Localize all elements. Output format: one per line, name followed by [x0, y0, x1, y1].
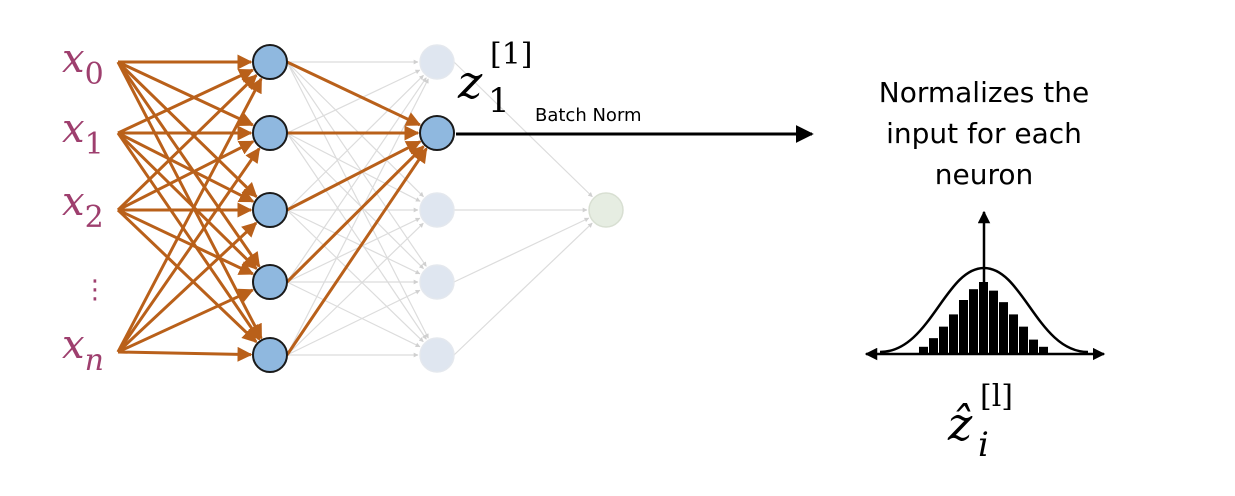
faded-edge [286, 69, 421, 134]
output-label-zhat: ẑ[l] i [947, 379, 1013, 465]
faded-edge [453, 222, 593, 356]
active-edge [116, 132, 261, 341]
histogram-bar [959, 300, 968, 354]
faded-edge [286, 209, 424, 343]
active-edge [117, 208, 255, 276]
hidden1-node [252, 192, 288, 228]
active-edge [117, 288, 255, 354]
faded-edge [286, 217, 421, 283]
histogram-bar [949, 314, 958, 354]
active-edges [116, 54, 428, 362]
input-label-x2: x2 [62, 179, 104, 235]
active-edge [117, 60, 255, 127]
histogram-bar [929, 338, 938, 354]
active-edge [116, 60, 258, 198]
batch-norm-label: Batch Norm [535, 105, 642, 126]
histogram-bar [1029, 339, 1038, 354]
input-ellipsis: ⋮ [82, 275, 108, 305]
faded-edge [286, 74, 424, 211]
input-labels: x0 x1 x2 ⋮ xn [62, 36, 108, 378]
active-edge [116, 208, 258, 343]
highlighted-neuron [419, 115, 455, 151]
faded-edge [286, 132, 427, 340]
input-label-x0: x0 [62, 36, 104, 92]
histogram-bar [939, 326, 948, 354]
description-text: Normalizes the input for each neuron [879, 76, 1089, 191]
hidden1-node [252, 337, 288, 373]
faded-edge [286, 289, 421, 356]
active-edge [117, 140, 255, 212]
network-nodes [252, 44, 624, 373]
neuron-label-z1: z[1] 1 [457, 37, 533, 121]
histogram-bar [999, 302, 1008, 354]
hidden1-node [252, 44, 288, 80]
description-line-1: Normalizes the [879, 76, 1089, 109]
active-edge [116, 74, 258, 212]
histogram-bar [969, 289, 978, 354]
active-edge [116, 77, 263, 353]
input-label-xn: xn [62, 322, 104, 378]
active-edge [286, 60, 422, 127]
description-line-3: neuron [935, 158, 1034, 191]
faded-edge [453, 217, 590, 283]
faded-edge [286, 61, 424, 198]
active-edge [117, 346, 253, 362]
faded-edge [286, 77, 427, 283]
active-edge [116, 221, 258, 354]
active-edge [116, 61, 261, 268]
faded-node [419, 337, 455, 373]
active-edge [286, 140, 422, 212]
active-edge [116, 147, 261, 353]
faded-edges [286, 59, 593, 358]
active-edge [285, 147, 428, 356]
faded-node [419, 192, 455, 228]
faded-edge [286, 61, 429, 339]
hidden1-node [252, 115, 288, 151]
normal-distribution-graphic [864, 210, 1106, 361]
input-label-x1: x1 [62, 106, 104, 162]
faded-edge [286, 222, 424, 356]
histogram-bar [1009, 314, 1018, 354]
histogram-bar [989, 290, 998, 354]
faded-edge [286, 61, 427, 267]
histogram-bar [1019, 326, 1028, 354]
faded-edge [286, 132, 424, 270]
faded-edge [286, 281, 421, 348]
faded-edge [453, 61, 593, 198]
active-edge [285, 145, 425, 284]
hidden1-node [252, 264, 288, 300]
description-line-2: input for each [886, 117, 1082, 150]
output-node [588, 192, 624, 228]
faded-node [419, 264, 455, 300]
faded-edge [286, 209, 421, 275]
faded-node [419, 44, 455, 80]
active-edge [117, 68, 255, 135]
